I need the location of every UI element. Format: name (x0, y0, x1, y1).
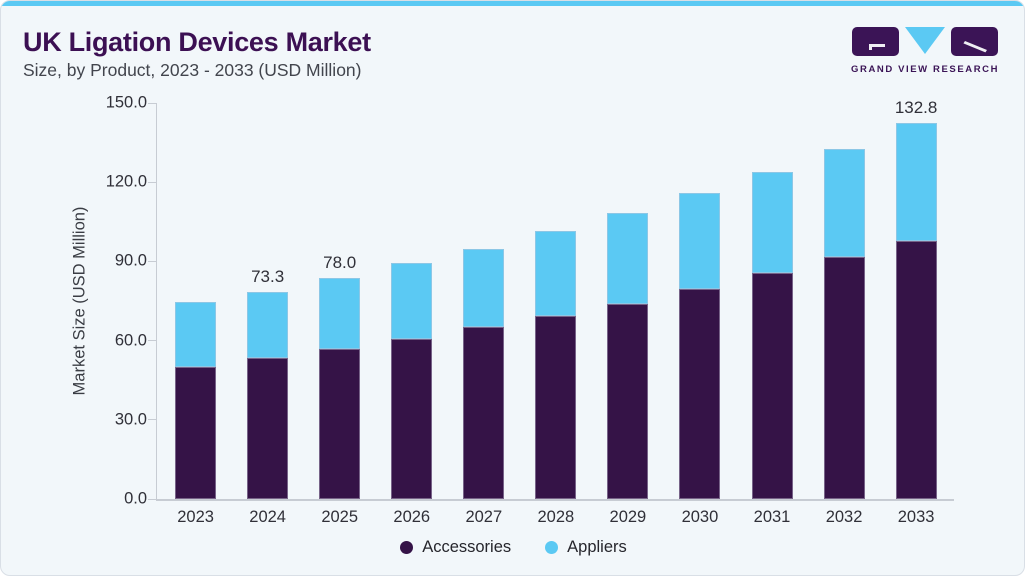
x-axis-label-2028: 2028 (537, 508, 575, 526)
bar-2025-accessories[interactable] (319, 348, 361, 499)
y-tick-label-0.0: 0.0 (124, 489, 147, 508)
bar-2029-accessories[interactable] (607, 304, 649, 499)
y-tick-label-120.0: 120.0 (105, 172, 147, 191)
bar-2030-accessories[interactable] (679, 288, 721, 499)
bar-2028-appliers[interactable] (535, 230, 577, 317)
y-tick-label-60.0: 60.0 (114, 331, 147, 350)
y-tick-mark (148, 340, 156, 342)
y-tick-label-30.0: 30.0 (114, 410, 147, 429)
x-axis-label-2029: 2029 (609, 508, 647, 526)
x-axis-label-2030: 2030 (681, 508, 719, 526)
bar-2032-accessories[interactable] (823, 257, 865, 499)
x-axis-label-2032: 2032 (825, 508, 863, 526)
bar-total-label-2025: 78.0 (323, 253, 357, 273)
chart-subtitle: Size, by Product, 2023 - 2033 (USD Milli… (23, 60, 362, 80)
x-axis-baseline (156, 499, 954, 501)
bar-2024-appliers[interactable] (247, 291, 289, 358)
bar-2030-appliers[interactable] (679, 193, 721, 289)
bar-total-label-2033: 132.8 (894, 98, 938, 118)
x-axis-label-2026: 2026 (393, 508, 431, 526)
x-axis-label-2027: 2027 (465, 508, 503, 526)
logo-text: GRAND VIEW RESEARCH (851, 64, 1000, 75)
y-tick-label-90.0: 90.0 (114, 251, 147, 270)
legend-item-appliers[interactable]: Appliers (545, 538, 627, 557)
x-axis-label-2024: 2024 (249, 508, 286, 526)
x-axis-label-2023: 2023 (177, 508, 214, 526)
y-axis-line (156, 103, 157, 499)
y-tick-mark (148, 498, 156, 500)
bar-2026-accessories[interactable] (391, 338, 433, 499)
bar-2033-appliers[interactable] (895, 123, 937, 241)
bar-2025-appliers[interactable] (319, 278, 361, 349)
bar-2024-accessories[interactable] (247, 357, 289, 499)
y-tick-mark (148, 260, 156, 262)
bar-2031-accessories[interactable] (751, 273, 793, 499)
chart-title: UK Ligation Devices Market (23, 27, 371, 57)
bar-2033-accessories[interactable] (895, 240, 937, 499)
bar-2028-accessories[interactable] (535, 316, 577, 499)
legend-dot-accessories (400, 541, 414, 554)
y-axis-title: Market Size (USD Million) (70, 206, 89, 396)
bar-total-label-2024: 73.3 (251, 266, 285, 286)
y-tick-label-150.0: 150.0 (105, 93, 147, 112)
top-accent-bar (1, 1, 1024, 6)
legend-label-accessories: Accessories (422, 538, 512, 556)
bar-2026-appliers[interactable] (391, 263, 433, 339)
gvr-logo-icon (851, 27, 999, 60)
y-tick-mark (148, 102, 156, 104)
x-axis-label-2025: 2025 (321, 508, 359, 526)
legend-label-appliers: Appliers (567, 538, 627, 556)
bar-2029-appliers[interactable] (607, 212, 649, 304)
bar-2027-appliers[interactable] (463, 248, 505, 328)
bar-2023-appliers[interactable] (175, 302, 217, 368)
y-tick-mark (148, 181, 156, 183)
legend-dot-appliers (545, 541, 559, 554)
legend-item-accessories[interactable]: Accessories (400, 538, 511, 557)
y-tick-mark (148, 419, 156, 421)
chart-legend: Accessories Appliers (1, 538, 1024, 557)
bar-2023-accessories[interactable] (175, 367, 217, 499)
x-axis-label-2033: 2033 (897, 508, 935, 526)
x-axis-label-2031: 2031 (753, 508, 791, 526)
bar-2031-appliers[interactable] (751, 171, 793, 274)
bar-2027-accessories[interactable] (463, 327, 505, 499)
bar-2032-appliers[interactable] (823, 148, 865, 258)
grand-view-research-logo[interactable]: GRAND VIEW RESEARCH (851, 27, 999, 75)
